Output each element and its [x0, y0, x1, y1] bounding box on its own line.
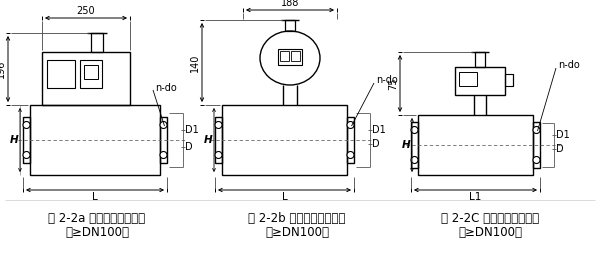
Ellipse shape [260, 31, 320, 85]
Text: n-do: n-do [376, 75, 398, 85]
Bar [84, 65, 98, 79]
Text: 196: 196 [0, 60, 6, 78]
Circle shape [160, 152, 167, 158]
Text: D1: D1 [372, 125, 386, 135]
Circle shape [23, 152, 30, 158]
Bar [278, 49, 302, 65]
Circle shape [411, 156, 418, 164]
Text: 140: 140 [190, 53, 200, 72]
Circle shape [160, 121, 167, 129]
Text: H: H [401, 140, 410, 150]
Bar [222, 105, 347, 175]
Circle shape [23, 121, 30, 129]
Bar [215, 117, 222, 163]
Text: （≥DN100）: （≥DN100） [458, 226, 522, 238]
Bar [160, 117, 167, 163]
Text: D: D [556, 144, 563, 154]
Circle shape [215, 152, 222, 158]
Circle shape [347, 121, 354, 129]
Text: 图 2-2a 一体型电磁流量计: 图 2-2a 一体型电磁流量计 [49, 212, 146, 224]
Text: 188: 188 [281, 0, 299, 8]
Bar [91, 33, 103, 52]
Bar [459, 72, 477, 86]
Bar [533, 122, 540, 168]
Text: H: H [10, 135, 18, 145]
Text: L: L [92, 192, 98, 202]
Text: D: D [372, 139, 380, 149]
Text: 图 2-2C 分离型电磁流量计: 图 2-2C 分离型电磁流量计 [441, 212, 539, 224]
Bar [30, 105, 160, 175]
Text: （≥DN100）: （≥DN100） [265, 226, 329, 238]
Bar [280, 51, 289, 61]
Bar [505, 74, 513, 86]
Bar [47, 60, 75, 88]
Text: 250: 250 [77, 6, 95, 16]
Circle shape [533, 127, 540, 133]
Circle shape [533, 156, 540, 164]
Bar [455, 67, 505, 95]
Circle shape [347, 152, 354, 158]
Text: n-do: n-do [155, 83, 177, 93]
Bar [291, 51, 300, 61]
Text: （≥DN100）: （≥DN100） [65, 226, 129, 238]
Text: D1: D1 [185, 125, 199, 135]
Circle shape [215, 121, 222, 129]
Bar [80, 60, 102, 88]
Text: H: H [203, 135, 212, 145]
Text: L: L [281, 192, 287, 202]
Bar [42, 52, 130, 105]
Bar [347, 117, 354, 163]
Bar [475, 52, 485, 67]
Bar [285, 20, 295, 31]
Text: D: D [185, 142, 193, 152]
Bar [418, 115, 533, 175]
Text: L1: L1 [469, 192, 482, 202]
Bar [23, 117, 30, 163]
Text: D1: D1 [556, 130, 570, 140]
Text: 75: 75 [388, 77, 398, 90]
Circle shape [411, 127, 418, 133]
Text: 图 2-2b 一体型电磁流量计: 图 2-2b 一体型电磁流量计 [248, 212, 346, 224]
Bar [411, 122, 418, 168]
Text: n-do: n-do [558, 60, 580, 70]
